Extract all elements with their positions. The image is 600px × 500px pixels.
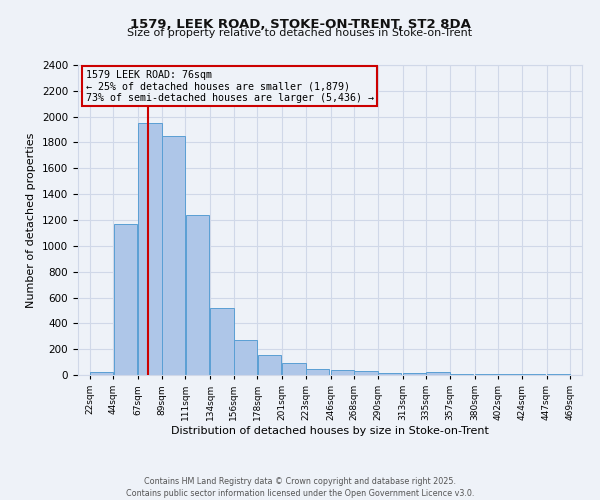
Bar [403,373,426,375]
Bar [234,340,257,375]
Bar [139,123,161,375]
Bar [355,371,377,375]
Text: 1579 LEEK ROAD: 76sqm
← 25% of detached houses are smaller (1,879)
73% of semi-d: 1579 LEEK ROAD: 76sqm ← 25% of detached … [86,70,374,103]
Bar [331,370,354,375]
Bar [378,373,401,375]
Text: 1579, LEEK ROAD, STOKE-ON-TRENT, ST2 8DA: 1579, LEEK ROAD, STOKE-ON-TRENT, ST2 8DA [130,18,470,30]
Bar [427,372,449,375]
Text: Size of property relative to detached houses in Stoke-on-Trent: Size of property relative to detached ho… [127,28,473,38]
Bar [547,374,570,375]
Bar [450,374,473,375]
Bar [283,364,305,375]
Bar [90,372,113,375]
Bar [114,224,137,375]
Bar [522,374,545,375]
Bar [162,136,185,375]
Text: Contains HM Land Registry data © Crown copyright and database right 2025.
Contai: Contains HM Land Registry data © Crown c… [126,476,474,498]
Bar [258,355,281,375]
Bar [499,374,521,375]
Bar [186,215,209,375]
X-axis label: Distribution of detached houses by size in Stoke-on-Trent: Distribution of detached houses by size … [171,426,489,436]
Bar [475,374,498,375]
Bar [211,308,233,375]
Bar [306,368,329,375]
Y-axis label: Number of detached properties: Number of detached properties [26,132,37,308]
